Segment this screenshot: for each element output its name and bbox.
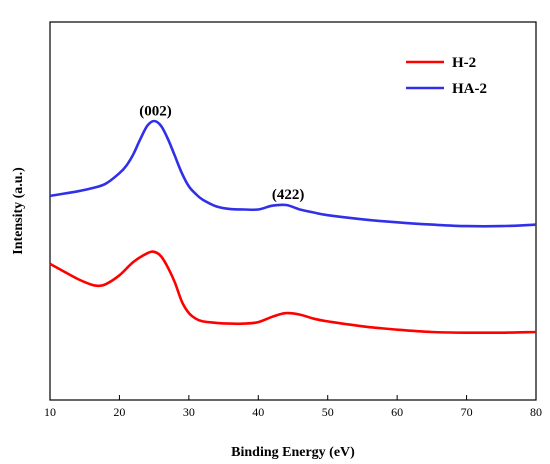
series-line-h-2 xyxy=(49,250,537,335)
legend-label: HA-2 xyxy=(452,81,487,97)
x-tick-label: 60 xyxy=(391,405,403,419)
legend: H-2 HA-2 xyxy=(406,55,487,97)
x-tick-label: 80 xyxy=(530,405,542,419)
x-tick-label: 50 xyxy=(322,405,334,419)
peak-annotation: (422) xyxy=(272,187,305,203)
x-tick-label: 20 xyxy=(113,405,125,419)
x-tick-label: 10 xyxy=(44,405,56,419)
y-axis-label: Intensity (a.u.) xyxy=(11,167,26,255)
series-layer xyxy=(49,119,537,335)
x-axis-label: Binding Energy (eV) xyxy=(231,445,355,460)
x-axis-ticks: 10 20 30 40 50 60 70 80 xyxy=(44,395,542,419)
peak-annotation: (002) xyxy=(139,103,172,119)
series-line-ha-2 xyxy=(49,119,537,228)
x-tick-label: 30 xyxy=(183,405,195,419)
legend-label: H-2 xyxy=(452,55,476,71)
annotation-layer: (002) (422) xyxy=(139,103,304,203)
x-tick-label: 40 xyxy=(252,405,264,419)
plot-frame xyxy=(49,21,537,401)
x-tick-label: 70 xyxy=(461,405,473,419)
